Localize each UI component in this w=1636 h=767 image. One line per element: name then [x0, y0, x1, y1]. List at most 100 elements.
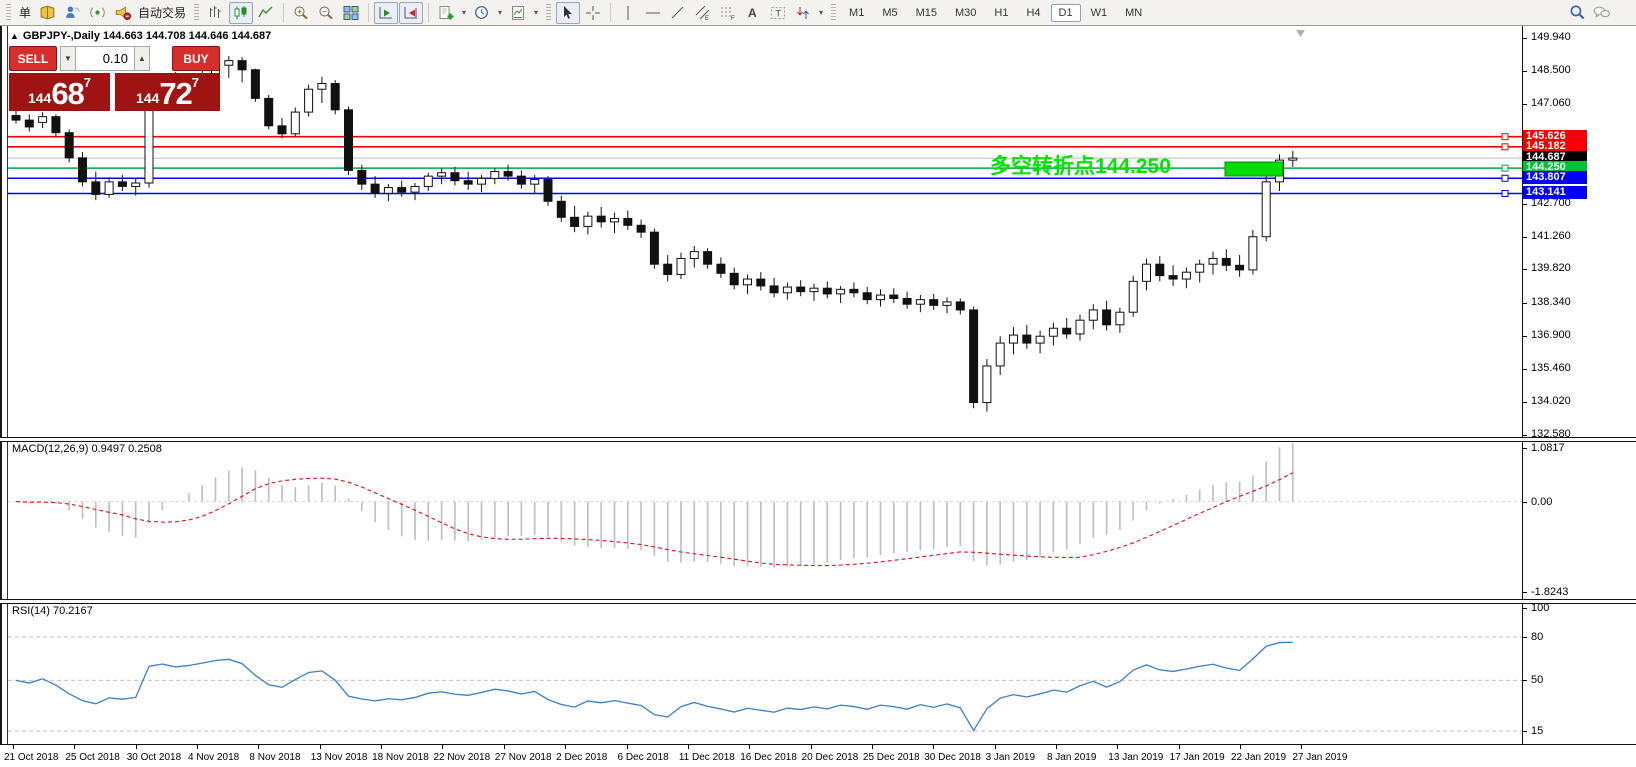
date-label: 30 Oct 2018	[126, 752, 182, 763]
bar-chart-icon[interactable]	[204, 2, 228, 24]
cursor-icon[interactable]	[556, 1, 581, 24]
toolbar-grip[interactable]	[831, 3, 837, 22]
date-label: 16 Dec 2018	[740, 752, 797, 763]
zoom-in-icon[interactable]	[289, 2, 313, 24]
timeframe-MN[interactable]: MN	[1125, 6, 1143, 19]
price-level-badge: 144.250	[1523, 161, 1587, 175]
periods-dropdown-icon[interactable]: ▾	[498, 8, 503, 17]
toolbar-grip[interactable]	[6, 3, 11, 22]
timeframe-M15[interactable]: M15	[915, 6, 937, 19]
toolbar-separator	[283, 3, 285, 22]
ask-pip-fraction: 7	[191, 75, 200, 90]
macd-tick-label: 1.0817	[1531, 442, 1565, 454]
crosshair-icon[interactable]	[581, 2, 605, 24]
rsi-tick-label: 80	[1531, 630, 1544, 643]
auto-scroll-icon[interactable]	[374, 1, 399, 24]
date-label: 8 Jan 2019	[1046, 752, 1097, 763]
equidistant-channel-icon[interactable]: E	[691, 2, 715, 24]
price-level-badge: 143.807	[1523, 171, 1587, 185]
date-label: 13 Jan 2019	[1108, 752, 1164, 763]
date-tick	[442, 745, 444, 749]
price-tick-label: 141.260	[1531, 229, 1571, 242]
chart-shift-icon[interactable]	[399, 1, 424, 24]
price-chart[interactable]: 多空转折点144.250	[8, 26, 1522, 437]
tile-windows-icon[interactable]	[339, 2, 363, 24]
periods-icon[interactable]	[470, 2, 494, 24]
chat-icon[interactable]	[1590, 2, 1614, 24]
templates-icon[interactable]	[506, 2, 530, 24]
bid-price-display[interactable]: 144 68 7	[9, 73, 110, 111]
date-label: 21 Oct 2018	[4, 752, 59, 763]
axis-tick	[1523, 608, 1527, 609]
date-tick	[319, 745, 321, 749]
date-tick	[197, 745, 199, 749]
text-label-icon[interactable]: T	[766, 2, 790, 24]
fibonacci-icon[interactable]: F	[716, 2, 740, 24]
timeframe-M30[interactable]: M30	[955, 6, 977, 19]
volume-decrease-button[interactable]: ▼	[60, 46, 76, 71]
timeframe-H1[interactable]: H1	[994, 6, 1009, 19]
volume-input[interactable]	[76, 46, 134, 71]
horizontal-line-icon[interactable]	[641, 2, 665, 24]
price-tick-label: 149.940	[1531, 31, 1571, 43]
date-tick	[933, 745, 935, 749]
trendline-icon[interactable]	[666, 2, 690, 24]
timeframe-H4[interactable]: H4	[1026, 6, 1041, 19]
date-label: 4 Nov 2018	[188, 752, 240, 763]
new-order-button[interactable]: 单	[19, 6, 32, 20]
buy-button[interactable]: BUY	[172, 46, 220, 71]
book-icon[interactable]	[35, 2, 59, 24]
collapse-arrow-icon[interactable]: ▲	[10, 31, 19, 41]
volume-increase-button[interactable]: ▲	[134, 46, 150, 71]
templates-dropdown-icon[interactable]: ▾	[534, 8, 539, 17]
indicators-dropdown-icon[interactable]: ▾	[462, 8, 467, 17]
zoom-out-icon[interactable]	[314, 2, 338, 24]
price-level-badge: 143.141	[1523, 186, 1587, 200]
timeframe-M1[interactable]: M1	[849, 6, 865, 19]
date-tick	[1055, 745, 1057, 749]
date-label: 27 Nov 2018	[494, 752, 552, 763]
rsi-chart[interactable]	[8, 602, 1522, 744]
svg-text:T: T	[776, 8, 782, 18]
date-axis[interactable]: 21 Oct 2018 25 Oct 2018 30 Oct 2018 4 Nov 2…	[0, 745, 1636, 767]
sell-button[interactable]: SELL	[9, 46, 57, 71]
macd-chart[interactable]	[8, 440, 1522, 599]
arrows-icon[interactable]	[791, 2, 815, 24]
level-lines	[8, 133, 1522, 197]
price-axis[interactable]: 149.940 148.500 147.060 142.700 141.260 139.8…	[1523, 26, 1636, 767]
line-chart-icon[interactable]	[254, 2, 278, 24]
candlestick-chart-icon[interactable]	[229, 1, 254, 24]
macd-histogram	[28, 443, 1294, 568]
ask-price-display[interactable]: 144 72 7	[115, 73, 220, 111]
toolbar-grip[interactable]	[546, 3, 552, 22]
axis-tick	[1523, 269, 1527, 271]
bid-pip-fraction: 7	[83, 75, 92, 90]
svg-text:E: E	[705, 16, 709, 21]
ask-prefix: 144	[135, 90, 160, 106]
timeframe-D1[interactable]: D1	[1050, 3, 1081, 22]
toolbar-grip[interactable]	[194, 3, 200, 22]
arrows-dropdown-icon[interactable]: ▾	[819, 8, 824, 17]
rsi-panel-splitter[interactable]	[0, 599, 1636, 604]
date-tick	[74, 745, 76, 749]
search-icon[interactable]	[1565, 2, 1589, 24]
auto-trading-label[interactable]: 自动交易	[138, 6, 187, 20]
date-label: 11 Dec 2018	[678, 752, 735, 763]
ask-big-figure: 72	[159, 76, 192, 111]
macd-panel-splitter[interactable]	[0, 437, 1636, 442]
date-axis-border	[0, 744, 1636, 745]
user-icon[interactable]	[60, 2, 84, 24]
text-icon[interactable]: A	[741, 2, 765, 24]
signal-icon[interactable]	[85, 2, 109, 24]
date-tick	[810, 745, 812, 749]
timeframe-W1[interactable]: W1	[1090, 6, 1108, 19]
timeframe-M5[interactable]: M5	[882, 6, 898, 19]
vertical-line-icon[interactable]	[616, 2, 640, 24]
price-tick-label: 148.500	[1531, 63, 1571, 76]
indicators-icon[interactable]	[434, 2, 458, 24]
price-level-badge: 145.626	[1523, 129, 1587, 143]
price-axis-border	[1522, 26, 1523, 745]
axis-tick	[1523, 336, 1527, 338]
auto-trading-icon[interactable]	[110, 2, 134, 24]
axis-tick	[1523, 236, 1527, 238]
